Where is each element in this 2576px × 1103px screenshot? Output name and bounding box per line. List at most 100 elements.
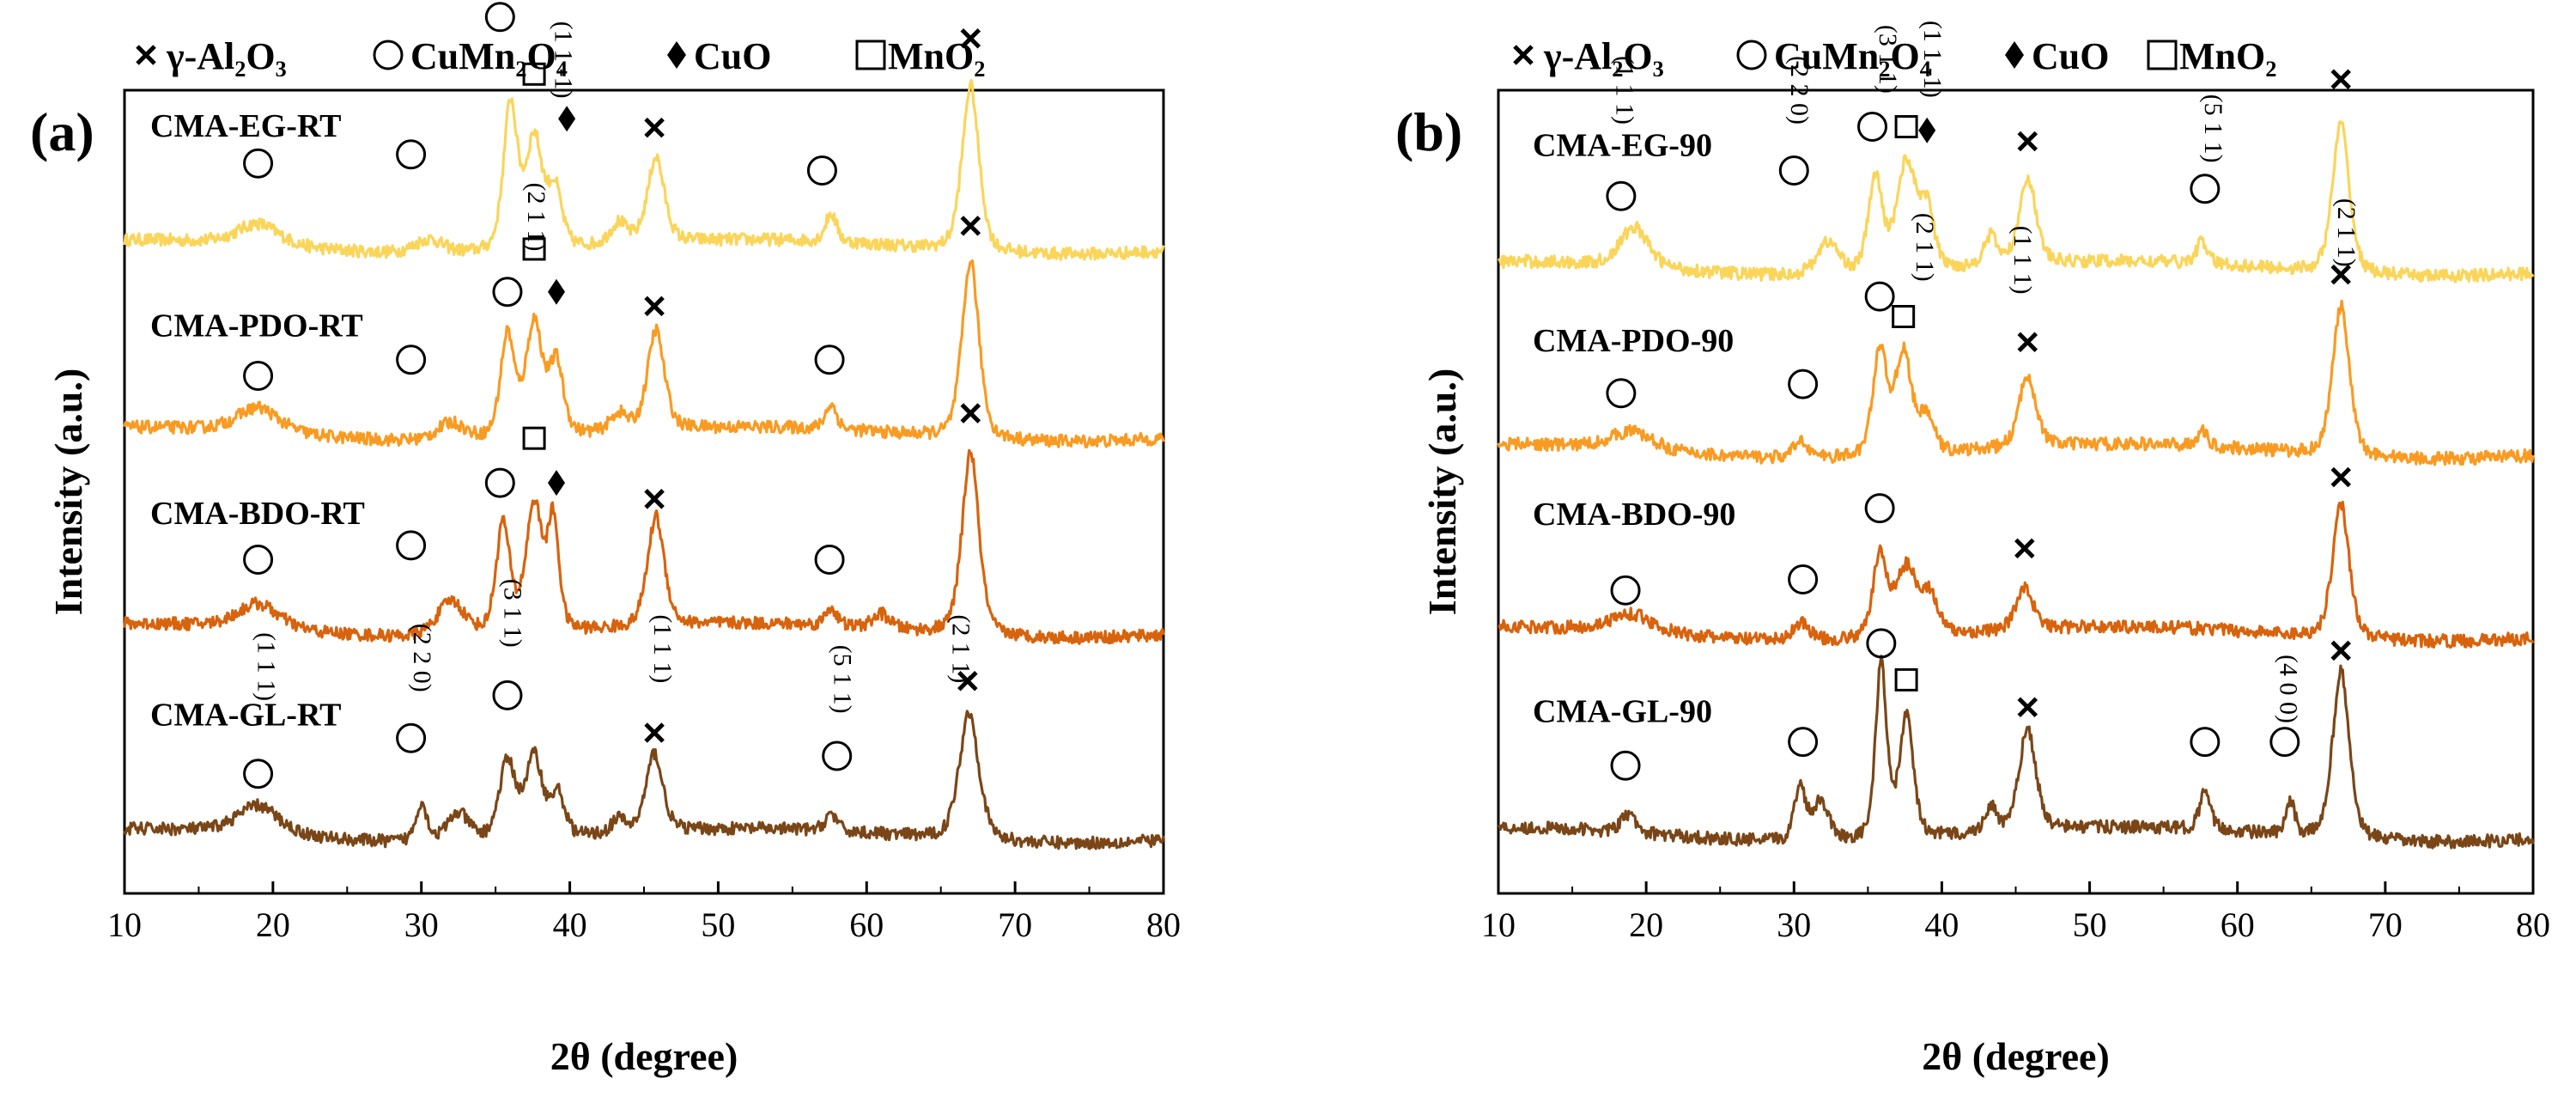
circle-marker (1788, 727, 1819, 758)
circle-marker (396, 139, 427, 170)
circle-marker (822, 740, 853, 771)
cross-marker (2017, 131, 2038, 152)
square-marker (1894, 667, 1918, 692)
legend-item-cumn2o4: CuMn₂O₄ (1736, 35, 1931, 77)
legend-label: MnO₂ (2179, 35, 2276, 77)
circle-icon (373, 40, 404, 70)
legend-label: CuO (694, 35, 771, 77)
series-line (1498, 500, 2535, 649)
cross-marker (960, 27, 981, 49)
circle-marker (396, 530, 427, 561)
circle-marker (1606, 378, 1637, 409)
cross-marker (2330, 69, 2351, 90)
diamond-icon (2005, 41, 2024, 69)
x-tick-label: 30 (404, 905, 439, 944)
plane-label: (1 1 1) (1611, 56, 1639, 125)
panel-a: 10 20 30 40 50 60 70 80 2θ (degree) Intensity (a.… (30, 2, 1181, 1078)
series-line (123, 78, 1165, 261)
circle-marker (2190, 727, 2221, 758)
x-tick-label: 10 (1481, 905, 1516, 944)
x-tick-label: 70 (998, 905, 1032, 944)
sample-label: CMA-GL-90 (1533, 693, 1712, 729)
panel-label: (b) (1395, 101, 1462, 162)
square-marker (522, 426, 546, 450)
cross-marker (644, 296, 665, 317)
circle-marker (484, 467, 515, 498)
series-cma-eg-rt: (1 1 -1) (123, 2, 1165, 261)
plane-label: (2 1 1) (947, 614, 975, 683)
plane-label: (1 1 1) (648, 614, 677, 683)
circle-marker (2190, 174, 2221, 204)
x-axis-title: 2θ (degree) (550, 1034, 738, 1078)
circle-icon (1736, 40, 1767, 70)
y-axis-title: Intensity (a.u.) (1420, 369, 1464, 616)
cross-marker (960, 216, 981, 236)
circle-marker (396, 722, 427, 753)
circle-marker (1778, 155, 1809, 186)
legend-label: γ-Al₂O₃ (166, 35, 287, 77)
plane-label: (1 1 1) (252, 632, 281, 701)
plane-label: (5 1 1) (2199, 94, 2227, 163)
plot-frame (1497, 88, 2535, 895)
sample-label: CMA-PDO-90 (1533, 323, 1734, 359)
x-tick-label: 50 (701, 905, 735, 944)
series-line (123, 259, 1165, 449)
series-cma-gl-90: (4 0 0) (1498, 628, 2535, 850)
diamond-marker (548, 278, 566, 305)
circle-marker (1866, 628, 1897, 659)
x-tick-label: 80 (1146, 905, 1181, 944)
x-tick-label: 80 (2516, 905, 2550, 944)
series-cma-bdo-90 (1498, 466, 2535, 649)
cross-marker (2014, 538, 2035, 559)
plane-label: (1 1 -1) (549, 21, 577, 99)
series-cma-pdo-90: (2 1 1) (1 1 1) (2 1 1) (1497, 198, 2535, 466)
sample-label: CMA-BDO-90 (1533, 497, 1735, 533)
square-icon (855, 40, 886, 70)
plane-label: (3 1 1) (1874, 25, 1902, 94)
circle-marker (1610, 575, 1641, 606)
cross-marker (960, 403, 981, 424)
series-line (1497, 120, 2535, 283)
circle-marker (1864, 281, 1895, 312)
plane-label: (3 1 1) (499, 579, 527, 648)
y-axis-title: Intensity (a.u.) (46, 369, 90, 616)
circle-marker (806, 155, 837, 186)
x-tick-label: 50 (2073, 905, 2107, 944)
square-marker (522, 237, 546, 261)
circle-marker (2269, 727, 2300, 758)
circle-marker (243, 360, 274, 391)
sample-label: CMA-EG-90 (1533, 128, 1712, 164)
legend-item-mno2: MnO₂ (2147, 35, 2276, 77)
x-tick-label: 60 (2221, 905, 2255, 944)
x-tick-label: 70 (2368, 905, 2403, 944)
circle-marker (1864, 493, 1895, 524)
series-cma-gl-rt: (1 1 1) (2 2 0) (3 1 1) (1 1 1) (5 1 1) (2 1 … (123, 579, 1165, 850)
circle-marker (492, 277, 523, 308)
cross-marker (2017, 332, 2038, 353)
circle-marker (1606, 180, 1637, 211)
sample-label: CMA-BDO-RT (150, 496, 365, 532)
legend-label: γ-Al₂O₃ (1543, 35, 1664, 77)
cross-marker (644, 722, 665, 743)
series-line (123, 710, 1165, 850)
series-cma-eg-90: (1 1 1) (2 2 0) (3 1 1) (1 1 -1) (5 1 1) (1497, 21, 2535, 283)
diamond-marker (548, 470, 566, 497)
legend-label: CuO (2032, 35, 2109, 77)
cross-marker (2330, 640, 2351, 661)
x-axis-title: 2θ (degree) (1922, 1034, 2110, 1078)
legend-item-cumn2o4: CuMn₂O₄ (373, 35, 568, 77)
plane-label: (1 1 1) (2008, 226, 2037, 295)
cross-marker (2017, 697, 2038, 718)
plane-label: (2 1 1) (1911, 213, 1939, 282)
square-marker (1894, 115, 1918, 138)
plane-label: (4 0 0) (2275, 655, 2303, 723)
x-tick-label: 30 (1777, 905, 1811, 944)
circle-marker (814, 344, 845, 375)
panel-label: (a) (30, 101, 94, 162)
legend-item-cuo: CuO (667, 35, 771, 77)
diamond-marker (1918, 117, 1936, 143)
legend-item-gamma-al2o3: γ-Al₂O₃ (136, 35, 287, 77)
x-tick-label: 60 (849, 905, 884, 944)
x-tick-label: 40 (553, 905, 587, 944)
